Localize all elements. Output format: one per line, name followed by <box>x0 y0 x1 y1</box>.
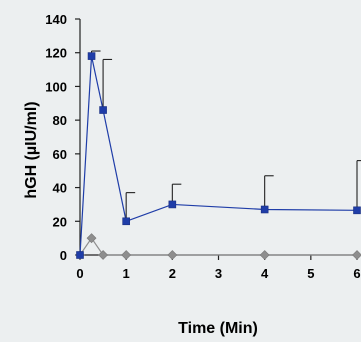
data-point-diamond <box>352 250 361 260</box>
y-tick-label: 80 <box>53 113 67 128</box>
x-tick-label: 1 <box>123 266 130 281</box>
x-tick-label: 6 <box>353 266 360 281</box>
series-square-line <box>79 55 358 256</box>
x-tick-label: 2 <box>169 266 176 281</box>
x-tick-label: 3 <box>215 266 222 281</box>
y-tick-label: 120 <box>45 46 67 61</box>
data-point-diamond <box>259 250 270 260</box>
x-tick-label: 0 <box>76 266 83 281</box>
y-tick-label: 0 <box>60 248 67 263</box>
data-point-square <box>99 106 107 114</box>
y-tick-label: 100 <box>45 79 67 94</box>
y-axis-title: hGH (µIU/ml) <box>23 101 40 198</box>
data-point-square <box>122 217 130 226</box>
y-tick-label: 60 <box>53 147 67 162</box>
data-point-square <box>260 205 269 214</box>
x-axis-title: Time (Min) <box>178 320 258 337</box>
y-tick-label: 20 <box>53 214 67 229</box>
data-point-square <box>168 200 177 209</box>
data-point-square <box>87 52 96 60</box>
data-point-diamond <box>121 250 132 260</box>
x-tick-label: 4 <box>261 266 269 281</box>
data-point-diamond <box>86 233 97 244</box>
data-point-diamond <box>167 250 178 260</box>
y-tick-label: 40 <box>53 181 67 196</box>
series-diamond-line <box>79 237 357 256</box>
y-tick-label: 140 <box>45 12 67 27</box>
data-point-diamond <box>98 250 109 260</box>
x-tick-label: 5 <box>307 266 314 281</box>
data-point-square <box>353 206 361 215</box>
data-point-square <box>76 251 84 259</box>
